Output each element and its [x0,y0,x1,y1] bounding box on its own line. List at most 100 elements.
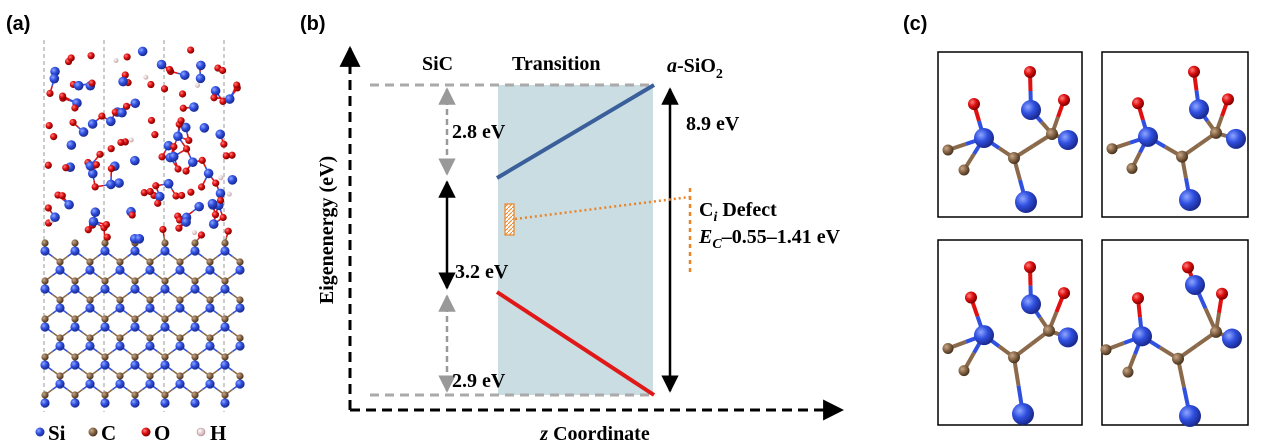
atom [1046,128,1058,140]
atom [220,246,229,255]
atom [106,117,116,127]
atom [198,183,205,190]
atom [206,258,213,265]
atom [71,239,78,246]
atom [192,230,197,235]
molecule [943,66,1079,213]
atom [208,199,218,209]
atom [175,379,184,388]
atom [187,46,194,53]
atom [160,322,169,331]
atom [187,189,194,196]
atom [85,303,94,312]
atom [178,192,185,199]
atom [86,334,93,341]
atom [220,141,227,148]
atom [143,75,148,80]
legend-label: C [101,421,116,445]
atom [227,192,232,197]
atom [55,379,64,388]
atom [1012,403,1034,425]
atom [146,258,153,265]
gap-label: 2.8 eV [452,121,506,143]
atom [190,398,199,407]
atom [93,161,100,168]
atom [1043,325,1055,337]
atom [145,303,154,312]
atom [196,74,206,84]
atom [175,341,184,350]
atom [116,372,123,379]
atom [235,303,244,312]
atom [117,139,124,146]
atom [161,315,168,322]
atom [180,105,187,112]
atom [205,379,214,388]
atom [175,265,184,274]
atom [1021,100,1041,120]
atom [199,157,206,164]
atom [160,284,169,293]
atom [1024,66,1036,78]
atom [91,207,101,217]
atom [1101,344,1112,355]
atom [225,94,235,104]
atom [235,341,244,350]
atom [68,54,75,61]
atom [100,246,109,255]
atom [195,83,200,88]
atom [1188,66,1200,78]
atom [101,315,108,322]
atom [1107,143,1118,154]
atom [108,165,115,172]
atom [64,200,74,210]
atom [1222,329,1242,349]
panel-label: (b) [300,13,326,35]
atom [108,145,115,152]
atom [221,391,228,398]
atom [161,353,168,360]
atom [1008,152,1020,164]
atom [158,153,165,160]
atom [56,296,63,303]
atom [116,258,123,265]
atom [1222,93,1234,105]
atom [145,379,154,388]
atom [212,211,219,218]
atom [159,226,166,233]
atom [85,226,92,233]
legend-label: Si [48,421,66,445]
atom [965,292,977,304]
atom [185,137,192,144]
atom [100,398,109,407]
atom [71,315,78,322]
atom [1058,287,1070,299]
atom [211,86,221,96]
atom [206,334,213,341]
atom [218,175,223,180]
atom [173,131,183,141]
atom [152,182,159,189]
legend-label: O [154,421,170,445]
atom [130,156,140,166]
atom [160,360,169,369]
atom [191,391,198,398]
atom [1127,163,1138,174]
atom [220,322,229,331]
atom [188,157,198,167]
atom [200,123,210,133]
atom [198,231,205,238]
atom [88,80,95,87]
atom [86,296,93,303]
atom [177,117,184,124]
y-axis-label: Eigenenergy (eV) [316,156,338,304]
region-label: a-SiO2 [667,55,723,82]
atom [1210,326,1222,338]
atom [145,265,154,274]
atom [221,277,228,284]
atom [59,192,66,199]
atom [55,341,64,350]
atom [147,81,154,88]
legend: Si C O H [36,421,227,445]
atom [221,239,228,246]
